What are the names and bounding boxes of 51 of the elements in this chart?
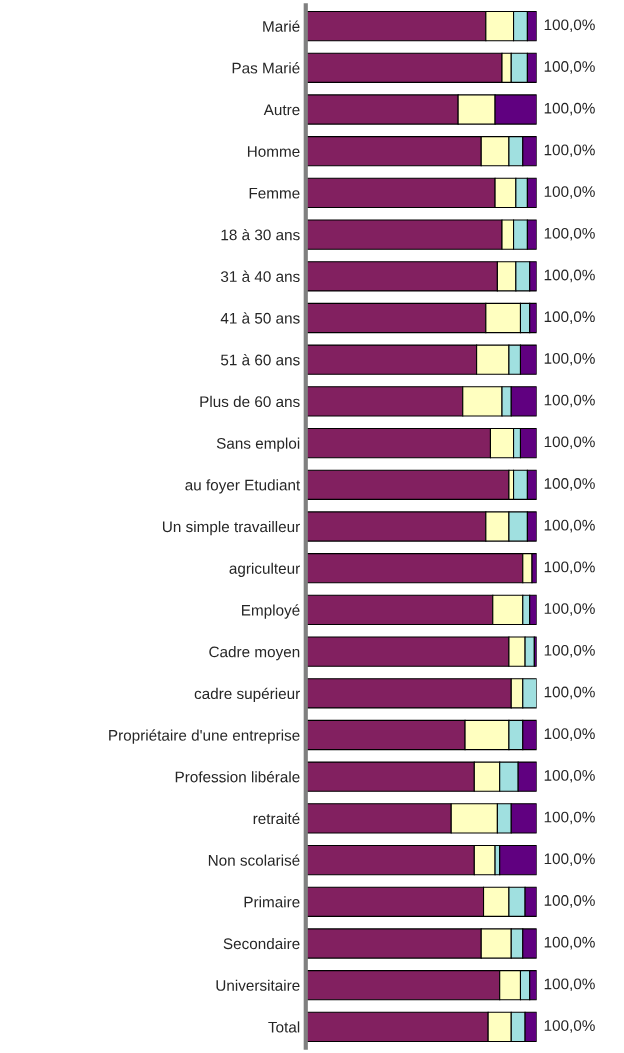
total-label: 100,0% (544, 936, 595, 950)
y-tick-label: Non scolarisé (208, 854, 300, 866)
total-label: 100,0% (544, 144, 595, 158)
y-tick-label: Profession libérale (175, 770, 300, 783)
total-label: 100,0% (544, 603, 595, 616)
total-label: 100,0% (544, 269, 595, 283)
y-tick-label: Plus de 60 ans (200, 395, 300, 408)
y-tick-label: Secondaire (223, 937, 300, 950)
total-label: 100,0% (544, 436, 595, 450)
total-label: 100,0% (544, 61, 595, 74)
y-tick-label: 51 à 60 ans (220, 353, 300, 366)
y-tick-label: Sans emploi (216, 437, 300, 452)
y-tick-label: Homme (247, 146, 300, 157)
total-label: 100,0% (544, 227, 595, 241)
total-label: 100,0% (544, 394, 595, 408)
y-tick-label: cadre supérieur (194, 687, 300, 703)
y-tick-label: Propriétaire d'une entreprise (109, 729, 300, 744)
total-label: 100,0% (544, 769, 595, 783)
total-label: 100,0% (544, 644, 595, 658)
y-tick-label: Total (268, 1021, 300, 1033)
total-label: 100,0% (544, 352, 595, 366)
y-tick-label: Employé (242, 604, 300, 619)
y-tick-label: Cadre moyen (209, 646, 300, 661)
total-label: 100,0% (544, 561, 595, 575)
total-label: 100,0% (544, 19, 595, 33)
total-label: 100,0% (544, 811, 595, 825)
total-label: 100,0% (544, 311, 595, 324)
y-tick-label: Autre (263, 104, 300, 116)
y-tick-label: 41 à 50 ans (220, 312, 300, 324)
total-label: 100,0% (544, 978, 595, 992)
total-label: 100,0% (544, 853, 595, 866)
y-tick-label: Femme (249, 187, 300, 199)
y-tick-label: 31 à 40 ans (220, 270, 300, 282)
y-tick-label: Pas Marié (232, 62, 300, 74)
y-tick-label: retraité (253, 812, 300, 825)
total-label: 100,0% (544, 186, 595, 199)
y-tick-label: Universitaire (216, 979, 300, 991)
total-label: 100,0% (544, 895, 595, 908)
total-label: 100,0% (544, 1020, 595, 1033)
total-label: 100,0% (544, 478, 595, 491)
y-tick-label: agriculteur (229, 562, 300, 577)
y-tick-label: Marié (263, 20, 300, 32)
y-tick-label: Primaire (244, 896, 300, 908)
total-label: 100,0% (544, 686, 595, 700)
y-tick-label: au foyer Etudiant (185, 479, 301, 494)
total-label: 100,0% (544, 728, 595, 741)
y-tick-label: Un simple travailleur (163, 520, 300, 536)
total-label: 100,0% (544, 102, 595, 116)
bar (305, 469, 510, 500)
y-tick-label: 18 à 30 ans (221, 228, 300, 241)
total-label: 100,0% (544, 519, 595, 533)
